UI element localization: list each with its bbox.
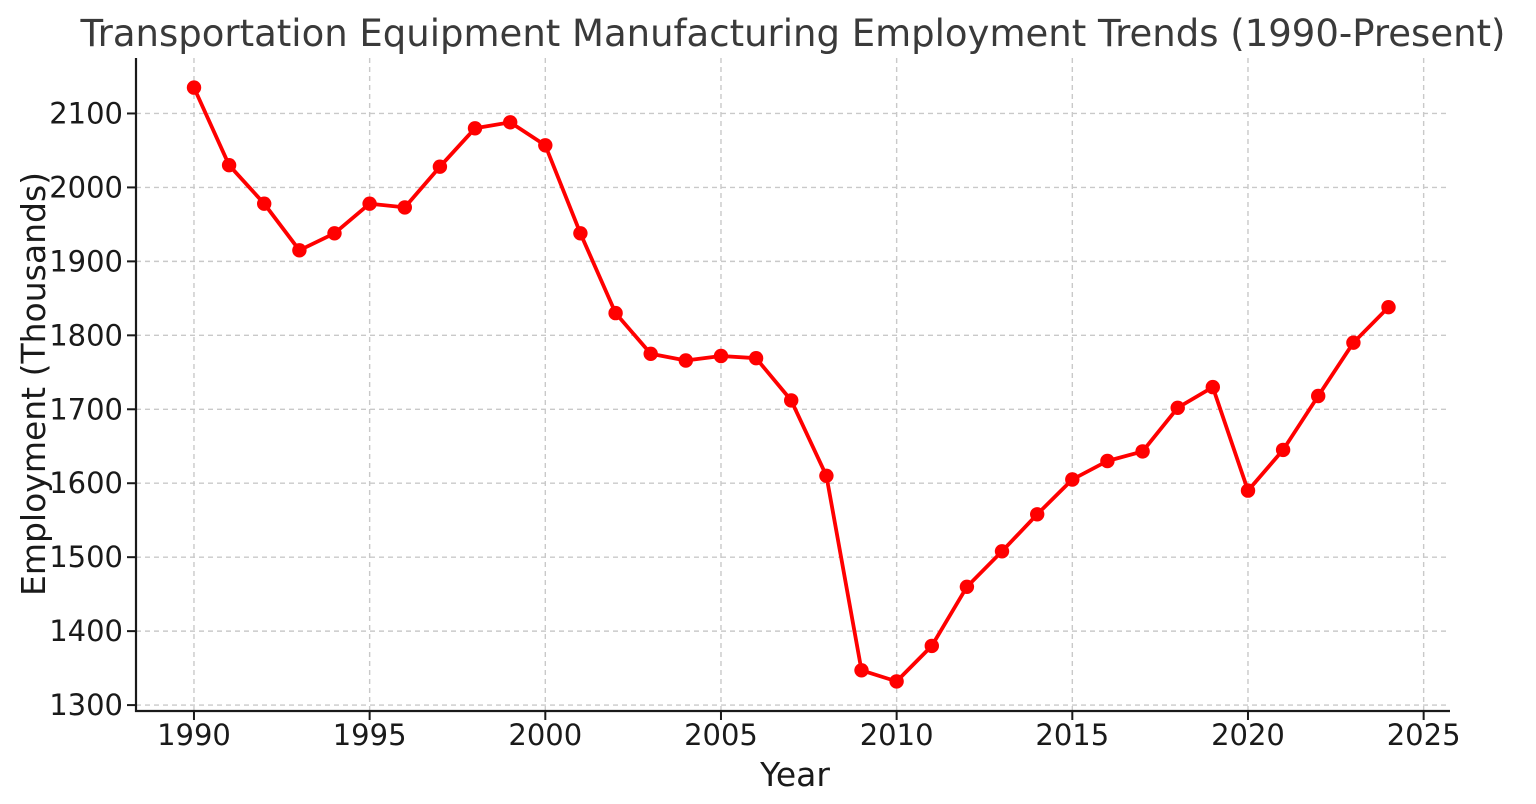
- x-tick-label-2015: 2015: [1035, 718, 1109, 752]
- data-point-2000: [538, 138, 553, 153]
- data-point-1992: [257, 196, 272, 211]
- data-point-1990: [186, 80, 202, 95]
- data-point-2011: [924, 638, 939, 654]
- x-tick-label-1990: 1990: [157, 718, 231, 752]
- x-tick-label-1995: 1995: [333, 718, 407, 752]
- data-point-2013: [994, 544, 1010, 559]
- data-point-1995: [362, 196, 377, 211]
- y-tick-label-2000: 2000: [49, 170, 123, 204]
- data-point-2002: [608, 305, 623, 321]
- data-point-2008: [819, 468, 834, 483]
- y-tick-label-1500: 1500: [49, 540, 123, 574]
- data-point-2015: [1065, 472, 1080, 487]
- data-point-2022: [1311, 388, 1326, 404]
- y-tick-label-1900: 1900: [49, 244, 123, 278]
- data-point-2009: [854, 663, 869, 678]
- x-axis-label: Year: [759, 755, 830, 794]
- data-series: [186, 80, 1396, 689]
- data-point-2019: [1205, 379, 1221, 395]
- x-tick-label-2020: 2020: [1211, 718, 1285, 752]
- data-point-1993: [292, 243, 307, 258]
- x-tick-label-2010: 2010: [860, 718, 934, 752]
- axis-ticks: [127, 112, 1425, 720]
- data-point-2018: [1170, 400, 1185, 415]
- x-tick-label-2000: 2000: [508, 718, 582, 752]
- y-axis-label: Employment (Thousands): [14, 172, 53, 596]
- data-point-2004: [678, 353, 693, 368]
- axis-tick-labels: 1990 1995 2000 2005 2010 2015 2020 2025 1300 1400…: [49, 96, 1460, 752]
- data-point-2014: [1030, 507, 1045, 522]
- axes-spines: [134, 58, 1450, 713]
- y-tick-label-1800: 1800: [49, 318, 123, 352]
- data-point-2012: [959, 579, 975, 594]
- data-point-1998: [467, 121, 483, 136]
- data-point-2007: [784, 393, 799, 408]
- data-point-2003: [643, 346, 658, 361]
- gridlines: [136, 58, 1450, 711]
- data-point-2006: [748, 351, 764, 366]
- data-point-1991: [221, 158, 237, 173]
- data-point-2016: [1100, 453, 1115, 469]
- y-tick-label-1600: 1600: [49, 466, 123, 500]
- data-point-2010: [889, 674, 904, 689]
- y-tick-label-2100: 2100: [49, 96, 123, 130]
- x-tick-label-2025: 2025: [1387, 718, 1461, 752]
- y-tick-label-1400: 1400: [49, 614, 123, 648]
- y-tick-label-1300: 1300: [49, 688, 123, 722]
- data-point-2020: [1240, 483, 1256, 498]
- data-point-2017: [1135, 444, 1150, 459]
- data-point-1997: [432, 159, 448, 174]
- data-point-2021: [1275, 442, 1291, 458]
- data-point-2005: [713, 348, 729, 364]
- y-tick-label-1700: 1700: [49, 392, 123, 426]
- data-point-2001: [573, 226, 588, 241]
- chart-title: Transportation Equipment Manufacturing E…: [80, 12, 1506, 55]
- data-point-2023: [1346, 335, 1361, 350]
- data-point-2024: [1381, 300, 1396, 315]
- data-point-1994: [327, 226, 342, 241]
- x-tick-label-2005: 2005: [684, 718, 758, 752]
- data-point-1999: [503, 115, 518, 130]
- data-point-1996: [397, 200, 412, 215]
